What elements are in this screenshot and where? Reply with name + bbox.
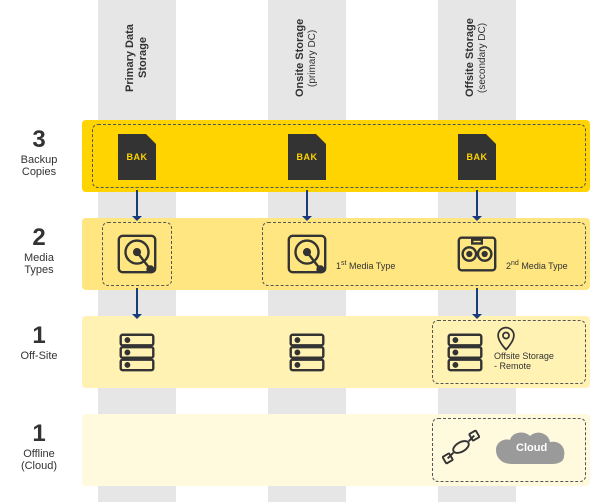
bak-onsite: BAK [282,132,332,182]
row-label-1b: 1 Offline(Cloud) [0,420,78,472]
server-icon-onsite [282,327,332,377]
cloud-label: Cloud [516,442,547,454]
cloud-icon: Cloud [490,428,570,477]
row-label-2: 2 MediaTypes [0,224,78,276]
arrow-1 [136,190,138,220]
caption-media1: 1st Media Type [336,260,395,271]
arrow-2 [306,190,308,220]
caption-offsite-remote: Offsite Storage- Remote [494,352,554,372]
server-icon-offsite [440,327,490,377]
tape-icon-offsite [452,229,502,279]
row-label-1a: 1 Off-Site [0,322,78,362]
caption-media2: 2nd Media Type [506,260,568,271]
dashed-row3 [92,124,586,188]
server-icon-primary [112,327,162,377]
arrow-5 [476,288,478,318]
row-label-3: 3 BackupCopies [0,126,78,178]
bak-primary: BAK [112,132,162,182]
satellite-icon [442,428,480,471]
hdd-icon-primary [112,229,162,279]
arrow-4 [136,288,138,318]
col-primary-header: Primary Data Storage [98,4,176,112]
col-offsite-header: Offsite Storage (secondary DC) [438,4,516,112]
bak-offsite: BAK [452,132,502,182]
backup-321-diagram: Primary Data Storage Onsite Storage (pri… [0,0,600,502]
col-onsite-header: Onsite Storage (primary DC) [268,4,346,112]
arrow-3 [476,190,478,220]
hdd-icon-onsite [282,229,332,279]
